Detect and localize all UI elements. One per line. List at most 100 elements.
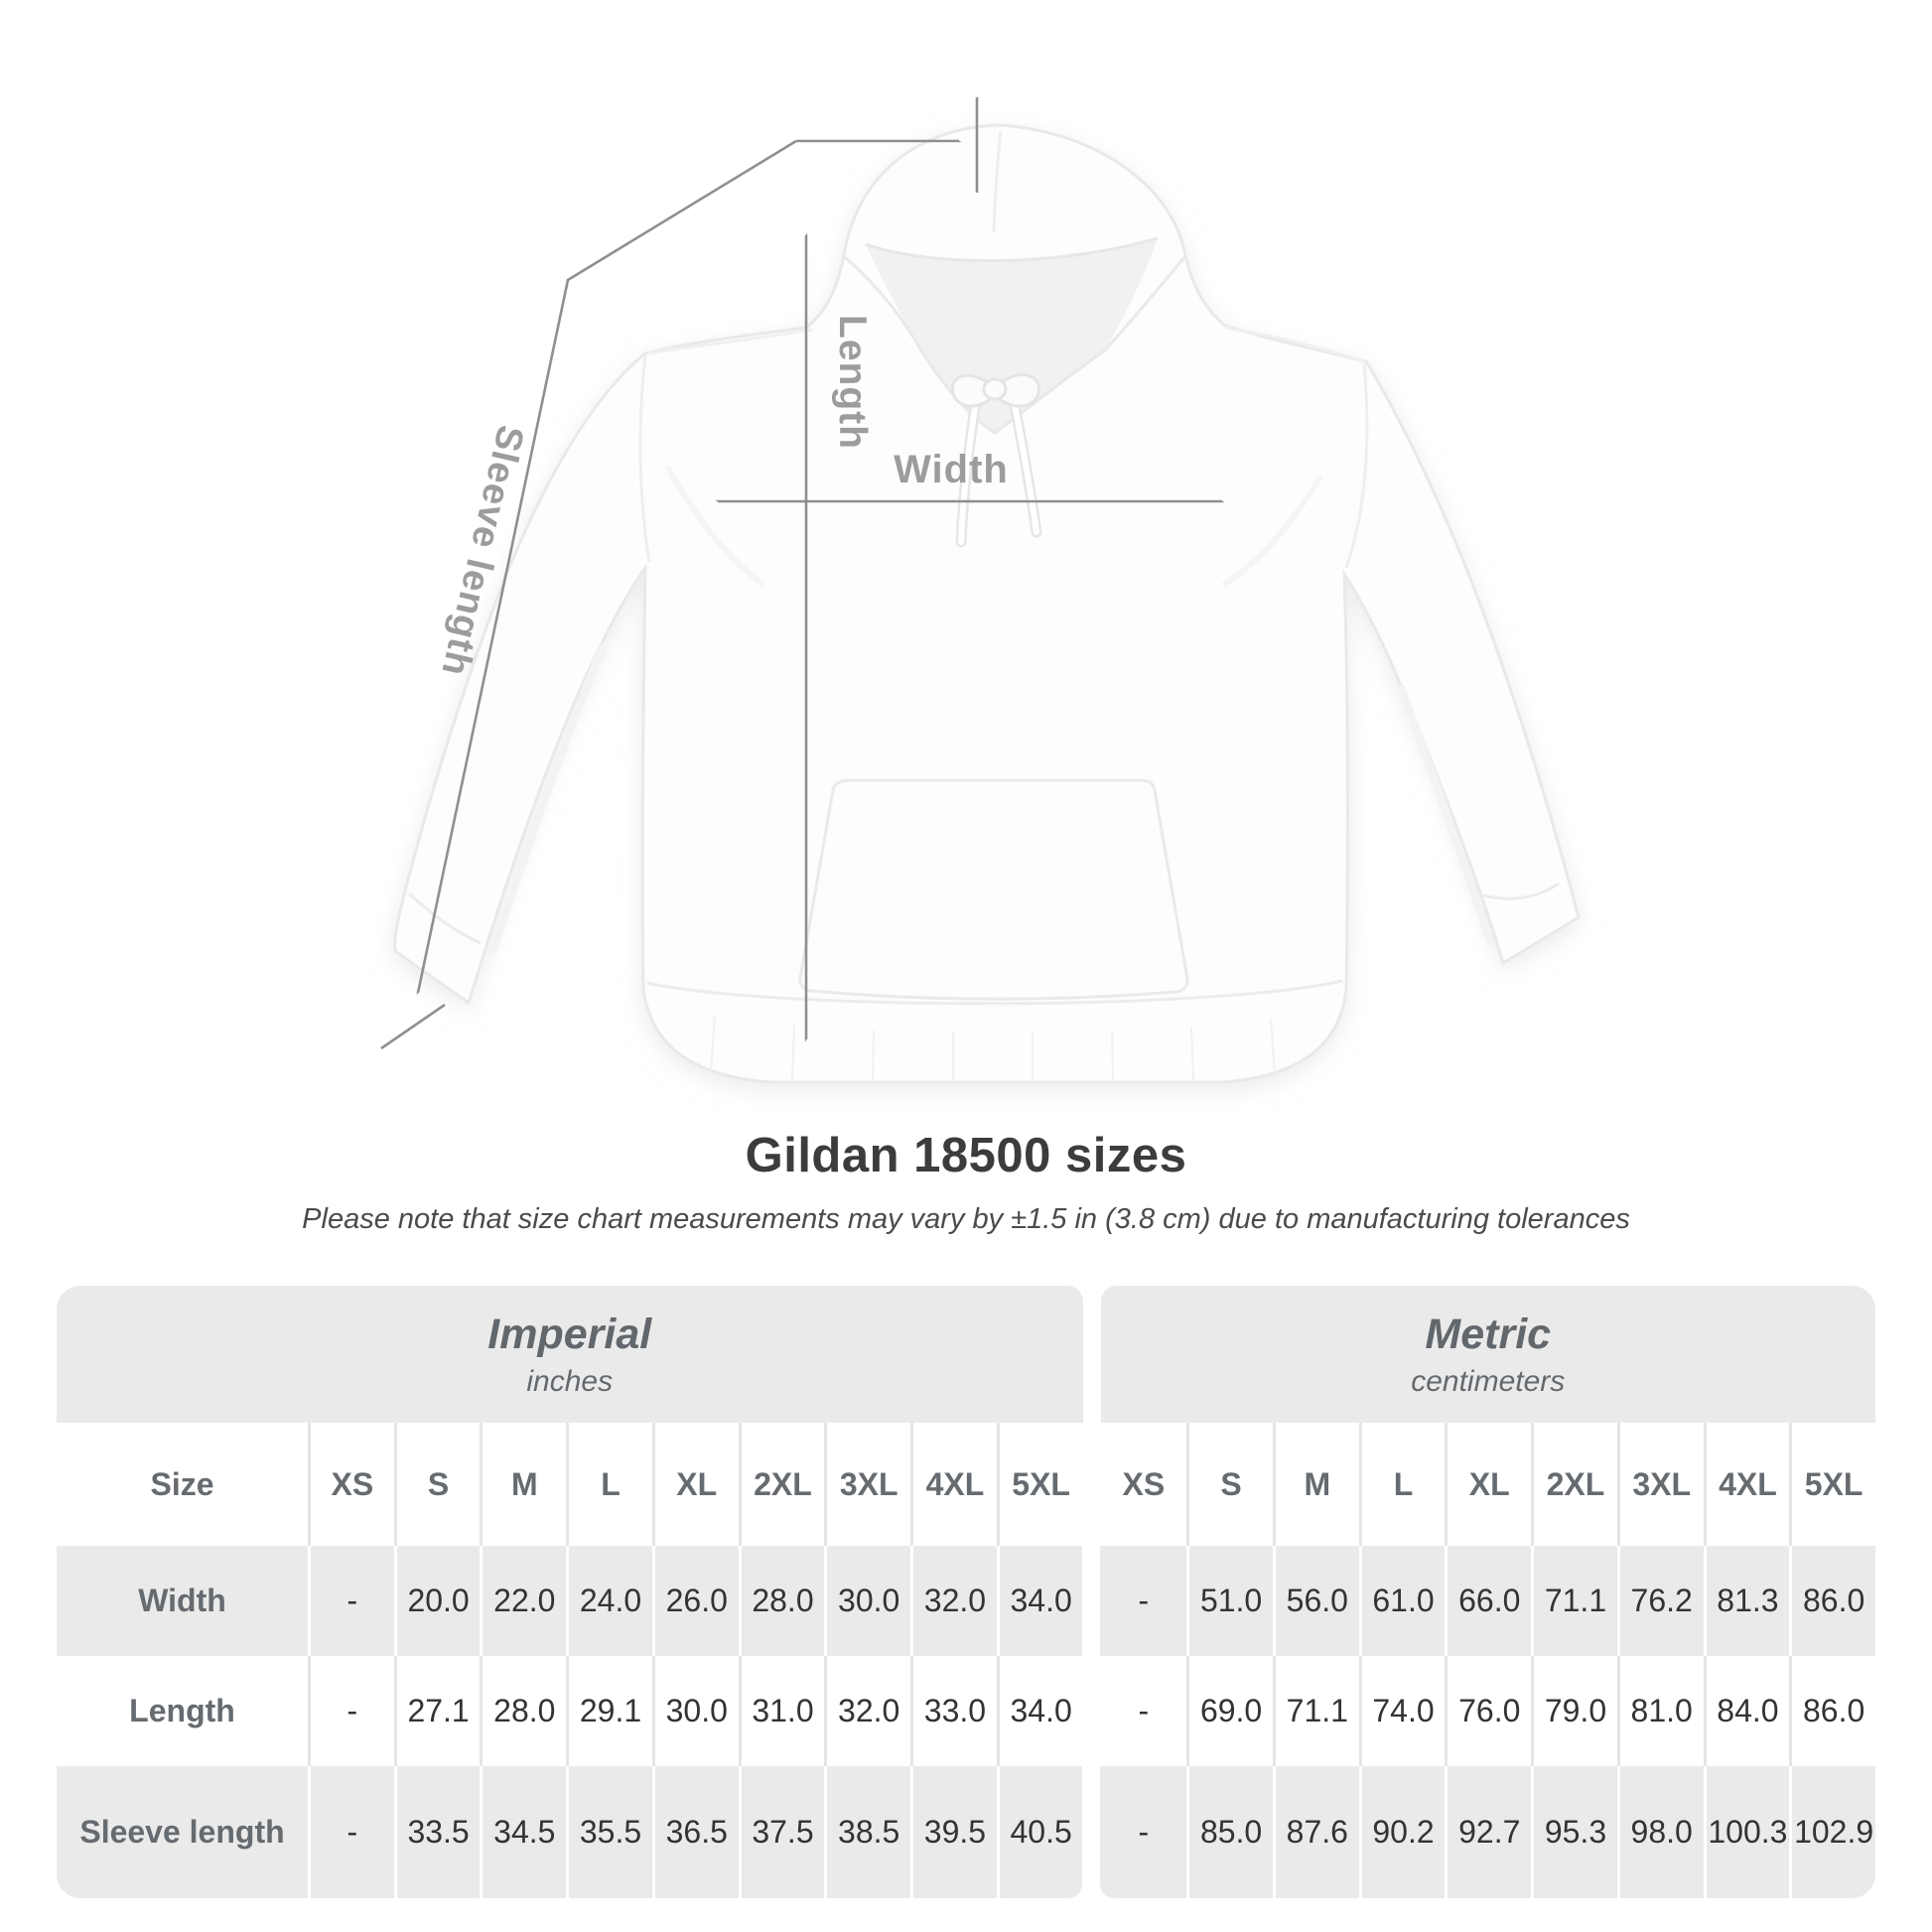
metric-group-unit: centimeters: [1411, 1364, 1566, 1398]
size-value: 24.0: [566, 1546, 652, 1656]
size-value: 37.5: [738, 1766, 825, 1898]
col-header: XS: [1122, 1465, 1166, 1502]
size-value: 38.5: [824, 1766, 911, 1898]
size-value: 84.0: [1703, 1656, 1790, 1766]
size-value: 30.0: [651, 1656, 739, 1766]
col-header: M: [1272, 1423, 1359, 1546]
sleeve-length-dimension: [380, 97, 979, 1050]
imperial-group-header: Imperial inches: [57, 1286, 1083, 1423]
col-header: 3XL: [1616, 1423, 1704, 1546]
size-value: 20.0: [393, 1546, 481, 1656]
table-gutter: [1082, 1423, 1100, 1546]
size-value: 39.5: [910, 1766, 997, 1898]
size-value: 92.7: [1445, 1766, 1532, 1898]
size-value: 31.0: [738, 1656, 825, 1766]
size-value: 40.5: [996, 1766, 1083, 1898]
size-value: 102.9: [1789, 1766, 1875, 1898]
tolerance-note: Please note that size chart measurements…: [302, 1203, 1630, 1235]
hoodie-illustration: [393, 123, 1581, 1084]
size-value: 79.0: [1531, 1656, 1617, 1766]
size-value: 33.0: [910, 1656, 997, 1766]
row-label: Width: [57, 1546, 308, 1656]
imperial-group-title: Imperial: [487, 1310, 652, 1358]
size-value: 76.2: [1616, 1546, 1704, 1656]
size-value: 66.0: [1445, 1546, 1532, 1656]
size-value: 90.2: [1358, 1766, 1446, 1898]
size-value: 98.0: [1616, 1766, 1704, 1898]
size-value: 86.0: [1789, 1546, 1875, 1656]
unit-group-row: Imperial inches Metric centimeters: [57, 1286, 1875, 1423]
row-label: Length: [129, 1693, 235, 1728]
size-value: 34.5: [480, 1766, 567, 1898]
dimension-lines: [380, 97, 1222, 1050]
size-table: Imperial inches Metric centimeters Size …: [57, 1286, 1875, 1898]
size-header: Size: [150, 1465, 214, 1502]
size-value: 33.5: [393, 1766, 481, 1898]
col-header: 4XL: [910, 1423, 997, 1546]
size-value: 32.0: [824, 1656, 910, 1766]
size-value: -: [1100, 1766, 1187, 1898]
kangaroo-pocket: [798, 778, 1189, 1001]
col-header: 3XL: [824, 1423, 910, 1546]
table-gutter: [1082, 1766, 1100, 1898]
size-value: 74.0: [1358, 1656, 1446, 1766]
size-value: -: [308, 1656, 394, 1766]
col-header: S: [1186, 1423, 1273, 1546]
col-header: 2XL: [1531, 1423, 1617, 1546]
col-header: 5XL: [996, 1423, 1083, 1546]
size-value: 69.0: [1186, 1656, 1273, 1766]
size-value: 30.0: [824, 1546, 911, 1656]
hood-opening: [866, 238, 1158, 433]
imperial-group-unit: inches: [526, 1364, 614, 1398]
col-header: 4XL: [1703, 1423, 1790, 1546]
size-header-row: Size XS S M L XL 2XL 3XL 4XL 5XL XS S M …: [57, 1423, 1875, 1546]
size-value: 28.0: [480, 1656, 566, 1766]
size-value: -: [308, 1766, 394, 1898]
hoodie-measurement-figure: Length Width Sleeve length: [380, 97, 1581, 1084]
page-title: Gildan 18500 sizes: [745, 1129, 1187, 1182]
col-header: XS: [308, 1423, 394, 1546]
size-value: 71.1: [1272, 1656, 1359, 1766]
size-value: 81.0: [1616, 1656, 1704, 1766]
col-header: S: [393, 1423, 481, 1546]
size-value: 81.3: [1703, 1546, 1790, 1656]
size-value: 61.0: [1358, 1546, 1446, 1656]
table-gutter: [1082, 1656, 1100, 1766]
width-row: Width - 20.0 22.0 24.0 26.0 28.0 30.0 32…: [57, 1546, 1875, 1656]
size-value: 34.0: [996, 1546, 1083, 1656]
drawstrings: [951, 373, 1042, 548]
size-value: 22.0: [480, 1546, 567, 1656]
col-header: XL: [651, 1423, 739, 1546]
table-gutter: [1082, 1546, 1100, 1656]
size-value: -: [1100, 1546, 1187, 1656]
metric-group-header: Metric centimeters: [1100, 1286, 1875, 1423]
size-value: 32.0: [910, 1546, 997, 1656]
width-dimension-label: Width: [894, 448, 1009, 491]
size-value: 27.1: [393, 1656, 481, 1766]
col-header: L: [1358, 1423, 1446, 1546]
size-value: 28.0: [738, 1546, 825, 1656]
size-value: 86.0: [1789, 1656, 1875, 1766]
col-header: L: [566, 1423, 652, 1546]
size-value: 76.0: [1445, 1656, 1531, 1766]
col-header: 5XL: [1789, 1423, 1875, 1546]
size-value: 26.0: [651, 1546, 739, 1656]
col-header: XL: [1445, 1423, 1531, 1546]
size-value: 35.5: [566, 1766, 652, 1898]
length-dimension-label: Length: [831, 315, 874, 450]
sleeve-length-row: Sleeve length - 33.5 34.5 35.5 36.5 37.5…: [57, 1766, 1875, 1898]
length-row: Length - 27.1 28.0 29.1 30.0 31.0 32.0 3…: [57, 1656, 1875, 1766]
size-value: 29.1: [566, 1656, 652, 1766]
row-label: Sleeve length: [57, 1766, 308, 1898]
size-value: 71.1: [1531, 1546, 1617, 1656]
size-value: 34.0: [996, 1656, 1083, 1766]
size-value: 100.3: [1703, 1766, 1790, 1898]
size-value: -: [1138, 1693, 1150, 1728]
metric-group-title: Metric: [1425, 1310, 1552, 1358]
size-value: 51.0: [1186, 1546, 1273, 1656]
size-value: 85.0: [1186, 1766, 1273, 1898]
size-value: 87.6: [1272, 1766, 1359, 1898]
size-value: 36.5: [651, 1766, 739, 1898]
table-gutter: [1083, 1286, 1101, 1423]
